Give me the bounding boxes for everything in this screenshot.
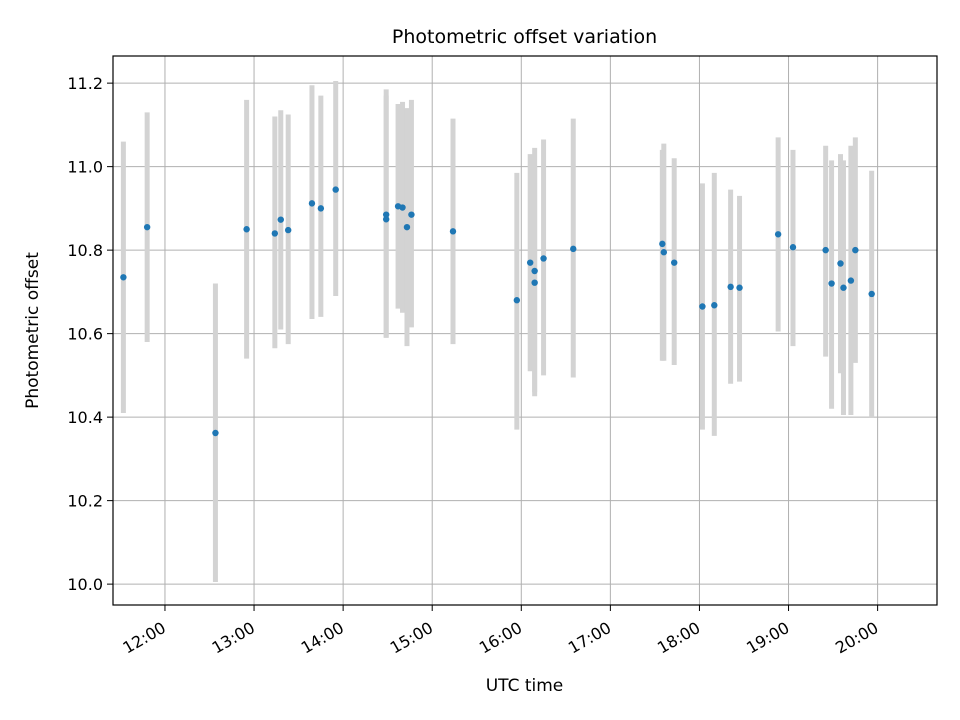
chart-title: Photometric offset variation — [392, 26, 657, 48]
data-point — [840, 284, 847, 291]
data-point — [277, 216, 284, 223]
y-tick-label: 10.0 — [67, 575, 103, 594]
data-point — [399, 204, 406, 211]
data-point — [711, 302, 718, 309]
data-point — [659, 240, 666, 248]
data-point — [671, 259, 678, 266]
y-tick-label: 11.2 — [67, 74, 103, 93]
data-point — [822, 246, 829, 254]
data-point — [284, 226, 292, 234]
y-axis-label: Photometric offset — [23, 252, 43, 409]
data-points — [120, 186, 875, 437]
data-point — [382, 211, 390, 218]
data-point — [699, 303, 706, 310]
data-point — [308, 200, 316, 207]
data-point — [531, 279, 538, 286]
data-point — [837, 260, 844, 267]
plot-frame — [112, 55, 938, 606]
data-point — [736, 284, 743, 291]
y-tick-label: 10.2 — [67, 492, 103, 511]
data-point — [212, 429, 219, 437]
data-point — [243, 226, 250, 233]
data-point — [408, 211, 415, 218]
data-point — [120, 274, 127, 281]
y-axis: 10.0 10.2 10.4 10.6 10.8 11.0 11.2 — [67, 74, 113, 594]
data-point — [332, 186, 339, 193]
data-point — [271, 230, 279, 237]
data-point — [143, 223, 151, 231]
y-tick-label: 10.8 — [67, 241, 103, 260]
data-point — [774, 231, 782, 238]
data-point — [570, 245, 577, 253]
data-point — [317, 205, 325, 212]
data-point — [526, 259, 534, 266]
grid — [113, 56, 937, 605]
data-point — [852, 246, 859, 254]
data-point — [449, 228, 457, 235]
y-tick-label: 11.0 — [67, 158, 103, 177]
data-point — [403, 223, 411, 231]
data-point — [828, 280, 835, 287]
y-tick-label: 10.6 — [67, 325, 103, 344]
data-point — [789, 244, 797, 251]
data-point — [531, 267, 538, 275]
data-point — [382, 216, 390, 223]
data-point — [540, 255, 547, 262]
x-axis-label: UTC time — [486, 676, 564, 696]
y-tick-label: 10.4 — [67, 408, 103, 427]
data-point — [727, 283, 734, 291]
data-point — [868, 290, 875, 298]
data-point — [660, 249, 668, 256]
data-point — [847, 277, 855, 284]
data-point — [513, 297, 521, 304]
